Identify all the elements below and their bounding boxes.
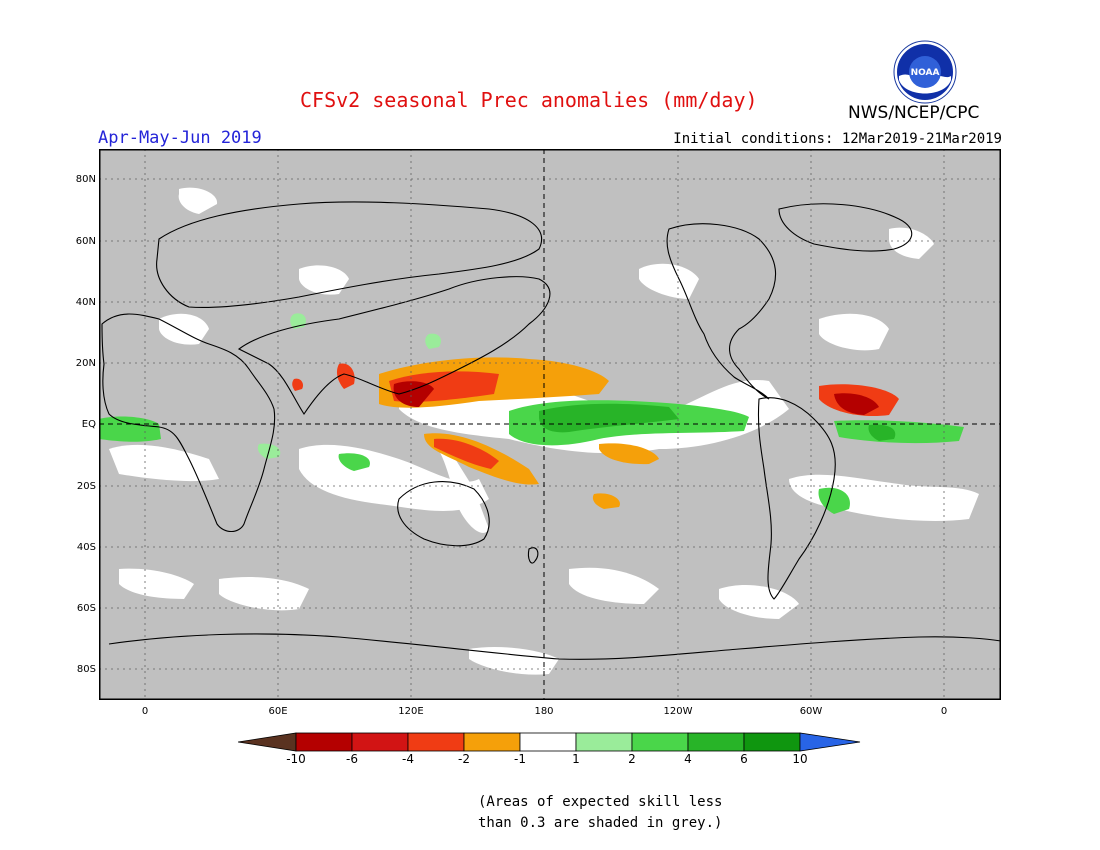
agency-label: NWS/NCEP/CPC bbox=[848, 103, 980, 123]
colorbar-label: 6 bbox=[740, 752, 748, 766]
lon-label-0: 0 bbox=[141, 706, 149, 717]
lon-label-0-east: 0 bbox=[940, 706, 948, 717]
skill-note: (Areas of expected skill less than 0.3 a… bbox=[478, 792, 722, 834]
reference-lines bbox=[99, 149, 1001, 700]
lat-label-80s: 80S bbox=[76, 664, 96, 675]
lon-label-120w: 120W bbox=[663, 706, 693, 717]
lon-label-120e: 120E bbox=[398, 706, 424, 717]
map-frame bbox=[99, 149, 1001, 700]
noaa-logo-icon: NOAA bbox=[893, 40, 957, 104]
colorbar-label: -6 bbox=[346, 752, 358, 766]
lon-label-180: 180 bbox=[534, 706, 554, 717]
lat-label-40n: 40N bbox=[75, 297, 96, 308]
colorbar-swatch bbox=[743, 732, 801, 752]
precip-anomaly-map bbox=[99, 149, 1001, 700]
colorbar-swatch bbox=[463, 732, 521, 752]
colorbar-label: 1 bbox=[572, 752, 580, 766]
colorbar-label: -10 bbox=[286, 752, 306, 766]
graticule bbox=[99, 149, 1001, 700]
lat-label-eq: EQ bbox=[81, 419, 96, 430]
forecast-period: Apr-May-Jun 2019 bbox=[98, 128, 262, 148]
lat-label-80n: 80N bbox=[75, 174, 96, 185]
colorbar-label: 4 bbox=[684, 752, 692, 766]
lat-label-40s: 40S bbox=[76, 542, 96, 553]
coastlines bbox=[101, 201, 1001, 660]
initial-conditions: Initial conditions: 12Mar2019-21Mar2019 bbox=[673, 131, 1002, 147]
negative-anomalies bbox=[292, 357, 899, 509]
colorbar-arrow-low bbox=[238, 732, 297, 752]
colorbar-swatch bbox=[295, 732, 353, 752]
colorbar-swatch bbox=[407, 732, 465, 752]
colorbar-swatch bbox=[687, 732, 745, 752]
lon-label-60e: 60E bbox=[268, 706, 288, 717]
colorbar-arrow-high bbox=[799, 732, 861, 752]
colorbar-label: -2 bbox=[458, 752, 470, 766]
lat-label-60s: 60S bbox=[76, 603, 96, 614]
lon-label-60w: 60W bbox=[799, 706, 823, 717]
colorbar-swatch bbox=[351, 732, 409, 752]
colorbar-swatch bbox=[519, 732, 577, 752]
lat-label-20n: 20N bbox=[75, 358, 96, 369]
colorbar-label: 2 bbox=[628, 752, 636, 766]
colorbar-label: -4 bbox=[402, 752, 414, 766]
lat-label-60n: 60N bbox=[75, 236, 96, 247]
colorbar bbox=[238, 732, 861, 752]
svg-text:NOAA: NOAA bbox=[911, 68, 940, 78]
map-title: CFSv2 seasonal Prec anomalies (mm/day) bbox=[300, 88, 758, 112]
skill-note-line: than 0.3 are shaded in grey.) bbox=[478, 815, 723, 831]
lat-label-20s: 20S bbox=[76, 481, 96, 492]
colorbar-label: -1 bbox=[514, 752, 526, 766]
colorbar-swatch bbox=[575, 732, 633, 752]
skill-note-line: (Areas of expected skill less bbox=[478, 794, 723, 810]
colorbar-label: 10 bbox=[792, 752, 808, 766]
colorbar-swatch bbox=[631, 732, 689, 752]
